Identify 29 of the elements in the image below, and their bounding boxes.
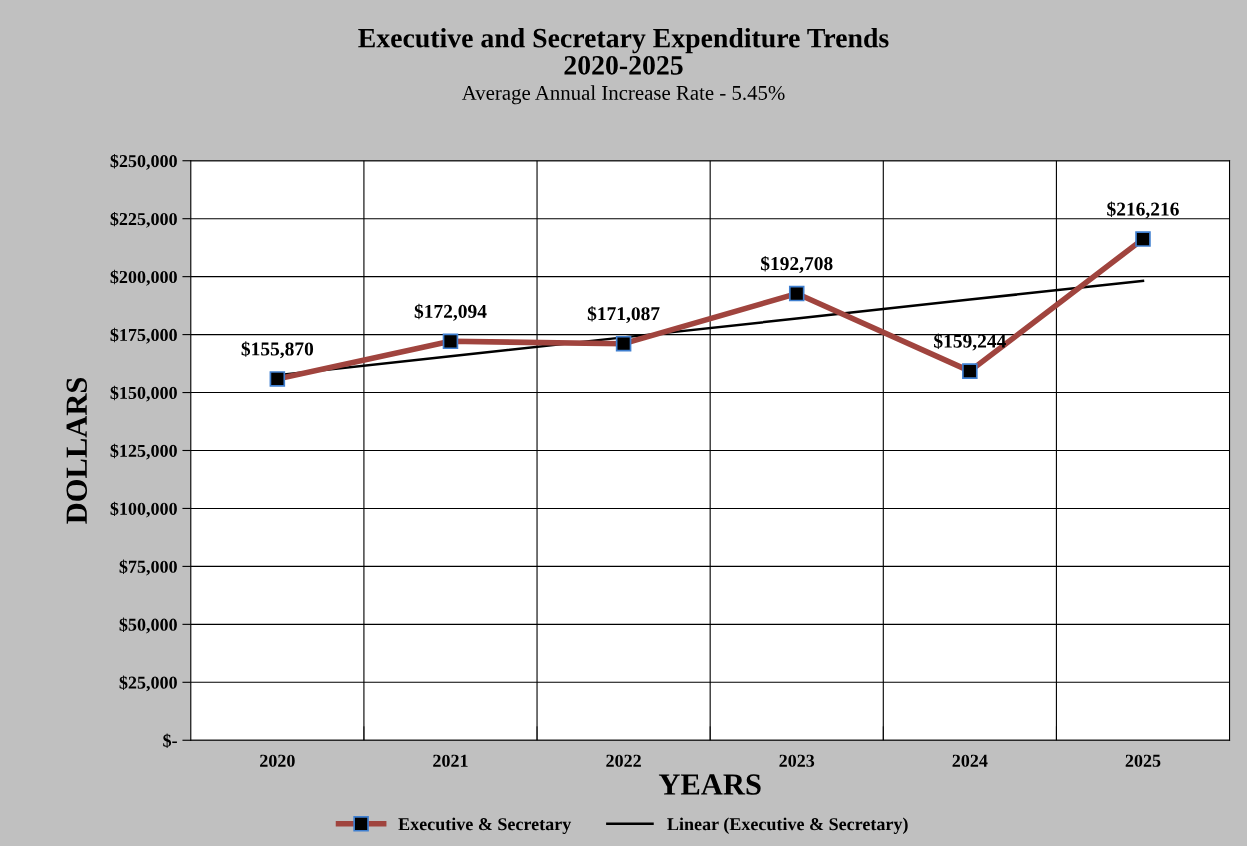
y-tick-label: $125,000 xyxy=(110,443,177,460)
legend-label: Linear (Executive & Secretary) xyxy=(667,817,908,834)
chart-title: Executive and Secretary Expenditure Trends 2020-2025 xyxy=(358,27,889,75)
y-tick-label: $- xyxy=(163,733,177,748)
chart-subtitle: Average Annual Increase Rate - 5.45% xyxy=(461,85,785,105)
x-tick-label: 2023 xyxy=(779,754,815,767)
y-tick-label: $250,000 xyxy=(110,153,177,170)
y-tick-label: $100,000 xyxy=(110,501,177,518)
y-tick-label: $150,000 xyxy=(110,385,177,402)
y-tick-label: $25,000 xyxy=(119,675,177,692)
data-label: $155,870 xyxy=(241,341,314,359)
legend-label: Executive & Secretary xyxy=(398,817,572,834)
data-label: $159,244 xyxy=(934,333,1006,351)
x-tick-label: 2021 xyxy=(433,754,468,767)
data-label: $192,708 xyxy=(760,255,833,273)
y-tick-label: $175,000 xyxy=(110,327,177,344)
x-tick-label: 2022 xyxy=(606,754,641,767)
y-tick-label: $75,000 xyxy=(119,559,177,576)
y-tick-label: $50,000 xyxy=(119,617,177,634)
x-tick-label: 2020 xyxy=(260,754,295,767)
y-tick-label: $225,000 xyxy=(110,211,177,228)
x-tick-label: 2025 xyxy=(1125,754,1161,767)
y-axis-title: DOLLARS xyxy=(66,377,88,524)
data-label: $216,216 xyxy=(1107,201,1179,219)
x-tick-label: 2024 xyxy=(952,754,988,767)
y-tick-label: $200,000 xyxy=(110,269,177,286)
x-axis-title: YEARS xyxy=(658,774,761,795)
data-label: $172,094 xyxy=(414,303,487,321)
data-label: $171,087 xyxy=(587,306,660,324)
